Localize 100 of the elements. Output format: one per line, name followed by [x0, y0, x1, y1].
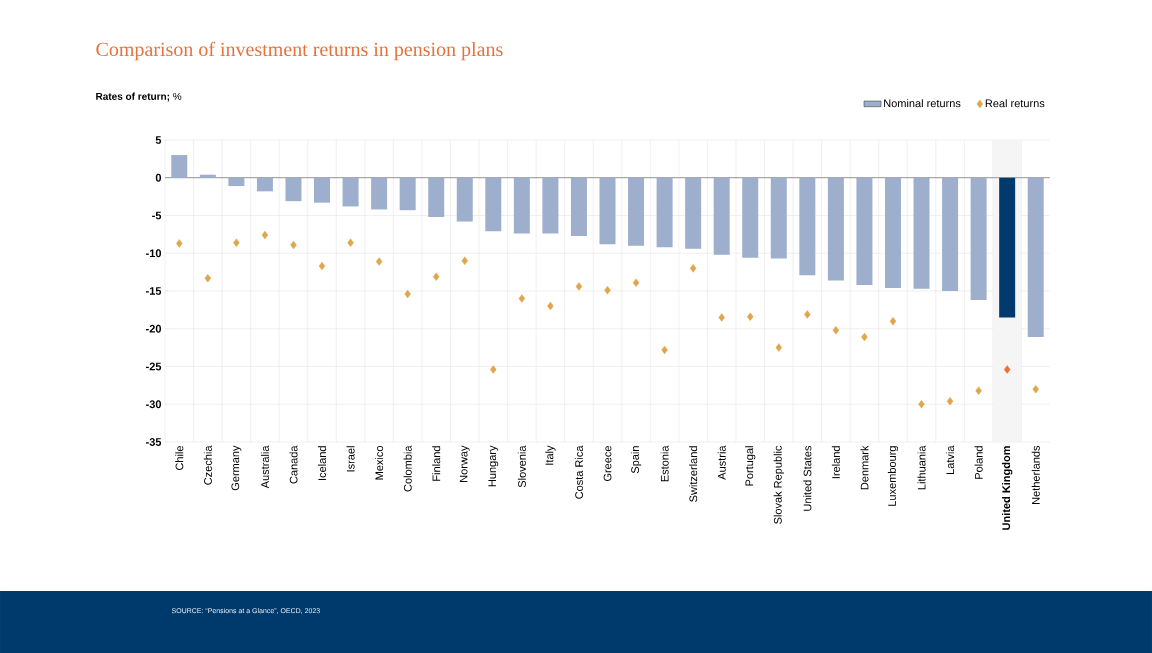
point [318, 261, 326, 271]
x-tick-label: Latvia [946, 445, 955, 474]
x-tick-label: United States [803, 445, 812, 511]
bar [256, 177, 273, 192]
bar [342, 177, 359, 207]
point [433, 272, 440, 281]
bar [913, 177, 930, 289]
x-tick-label: Slovenia [517, 445, 526, 488]
bar [770, 177, 787, 259]
x-tick-label: Germany [231, 445, 242, 491]
x-tick-label: Slovak Republic [773, 445, 784, 524]
x-tick-label: Israel [346, 446, 355, 472]
point [233, 238, 240, 247]
x-tick-label: Denmark [860, 445, 869, 490]
bar [884, 177, 901, 288]
point [261, 230, 269, 240]
y-tick-label: 0 [155, 173, 162, 182]
x-tick-label: Iceland [317, 446, 327, 480]
point [404, 289, 411, 299]
x-tick-label: Chile [175, 446, 184, 471]
x-tick-label: Canada [289, 445, 298, 484]
bar [314, 177, 331, 203]
point [604, 286, 611, 295]
x-tick-label: Austria [717, 445, 726, 480]
point [290, 240, 297, 250]
point [804, 310, 811, 319]
x-tick-label: Mexico [375, 446, 384, 480]
bar [228, 177, 245, 187]
y-tick-label: 5 [155, 136, 162, 144]
bar [456, 177, 473, 222]
x-tick-label: Portugal [745, 446, 756, 486]
x-tick-label: Luxembourg [887, 446, 899, 506]
x-tick-label: Italy [545, 445, 556, 465]
bar [371, 177, 388, 210]
x-tick-label: Spain [630, 446, 642, 474]
bar [628, 177, 645, 246]
point [689, 264, 697, 273]
point [775, 343, 782, 352]
point [204, 273, 212, 283]
bar [1027, 177, 1044, 338]
x-tick-label: Greece [603, 446, 612, 482]
x-tick-label: Lithuania [917, 445, 926, 490]
bar [942, 177, 959, 291]
bar [827, 177, 844, 281]
point [861, 332, 868, 342]
point [946, 397, 954, 406]
x-tick-label: Ireland [831, 446, 840, 479]
bar [285, 177, 302, 202]
x-tick-label: Costa Rica [574, 445, 583, 499]
bar [513, 177, 530, 234]
point [490, 365, 497, 374]
legend-label: Real returns [985, 99, 1045, 108]
point [547, 301, 554, 311]
bar [999, 177, 1016, 318]
bar [542, 177, 559, 234]
bar [970, 177, 987, 301]
point [1032, 384, 1039, 394]
y-tick-label: -25 [146, 362, 162, 371]
bar [656, 177, 673, 248]
point [347, 238, 354, 247]
point [518, 294, 526, 303]
x-tick-label: Australia [260, 445, 269, 489]
bar [856, 177, 873, 285]
bar [171, 155, 188, 178]
bar [485, 177, 502, 232]
bar [399, 177, 416, 211]
x-tick-label: Hungary [488, 445, 499, 487]
x-tick-label: Finland [432, 446, 441, 481]
bar [599, 177, 616, 245]
point [832, 326, 840, 335]
x-tick-label: Estonia [660, 445, 669, 482]
point [661, 345, 668, 355]
bar [799, 177, 816, 276]
y-tick-label: -10 [146, 249, 162, 258]
point [575, 282, 583, 291]
point [1003, 365, 1011, 374]
point [889, 316, 897, 326]
bar [199, 174, 216, 178]
chart-title: Comparison of investment returns in pension plans [96, 41, 503, 61]
x-tick-label: Poland [974, 446, 983, 479]
x-tick-label: United Kingdom [1002, 446, 1013, 530]
y-tick-label: -20 [146, 324, 162, 333]
x-tick-label: Czechia [203, 445, 212, 485]
legend-label: Nominal returns [884, 99, 961, 108]
y-tick-label: -35 [146, 438, 162, 446]
x-tick-label: Norway [459, 445, 470, 482]
y-tick-label: -30 [146, 400, 162, 409]
bar [570, 177, 587, 236]
point [632, 278, 640, 287]
bar [685, 177, 702, 249]
point [718, 313, 725, 322]
point [461, 256, 468, 265]
bar [428, 177, 445, 217]
y-tick-label: -15 [146, 287, 162, 295]
x-tick-label: Netherlands [1031, 445, 1040, 504]
point [375, 257, 383, 266]
point [176, 239, 183, 248]
y-axis-title: Rates of return; % [96, 92, 182, 102]
x-tick-label: Switzerland [689, 446, 698, 502]
point [918, 400, 925, 409]
